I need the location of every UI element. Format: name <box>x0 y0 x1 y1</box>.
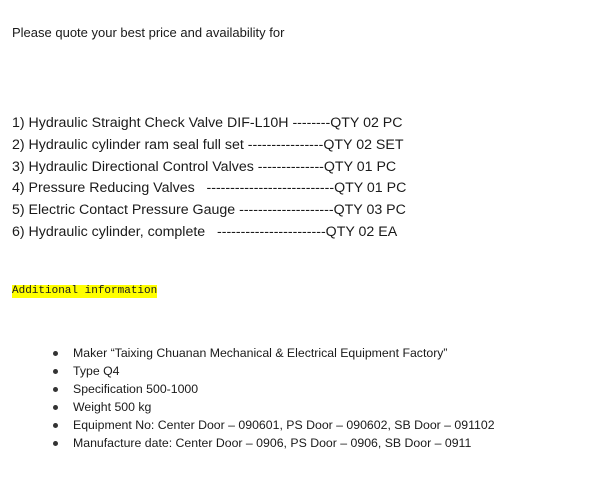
detail-text: Manufacture date: Center Door – 0906, PS… <box>73 436 472 450</box>
detail-text: Type Q4 <box>73 364 120 378</box>
bullet-icon <box>53 369 58 374</box>
quote-item: 4) Pressure Reducing Valves ------------… <box>12 180 407 197</box>
list-item: Type Q4 <box>0 362 495 380</box>
detail-text: Maker “Taixing Chuanan Mechanical & Elec… <box>73 346 448 360</box>
detail-text: Specification 500-1000 <box>73 382 199 396</box>
bullet-icon <box>53 351 58 356</box>
bullet-icon <box>53 387 58 392</box>
list-item: Maker “Taixing Chuanan Mechanical & Elec… <box>0 344 495 362</box>
additional-information-heading: Additional information <box>12 285 158 298</box>
list-item: Specification 500-1000 <box>0 380 495 398</box>
quote-item: 6) Hydraulic cylinder, complete --------… <box>12 223 398 240</box>
list-item: Manufacture date: Center Door – 0906, PS… <box>0 434 495 452</box>
detail-text: Weight 500 kg <box>73 400 152 414</box>
detail-text: Equipment No: Center Door – 090601, PS D… <box>73 418 495 432</box>
quote-item: 1) Hydraulic Straight Check Valve DIF-L1… <box>12 115 403 131</box>
details-list: Maker “Taixing Chuanan Mechanical & Elec… <box>0 344 495 452</box>
quote-item: 2) Hydraulic cylinder ram seal full set … <box>12 136 404 153</box>
bullet-icon <box>53 441 58 446</box>
list-item: Weight 500 kg <box>0 398 495 416</box>
quote-items-list: 1) Hydraulic Straight Check Valve DIF-L1… <box>12 113 406 244</box>
bullet-icon <box>53 405 58 410</box>
intro-text: Please quote your best price and availab… <box>12 25 285 40</box>
list-item: Equipment No: Center Door – 090601, PS D… <box>0 416 495 434</box>
quote-item: 5) Electric Contact Pressure Gauge -----… <box>12 202 406 219</box>
quote-item: 3) Hydraulic Directional Control Valves … <box>12 158 397 175</box>
bullet-icon <box>53 423 58 428</box>
